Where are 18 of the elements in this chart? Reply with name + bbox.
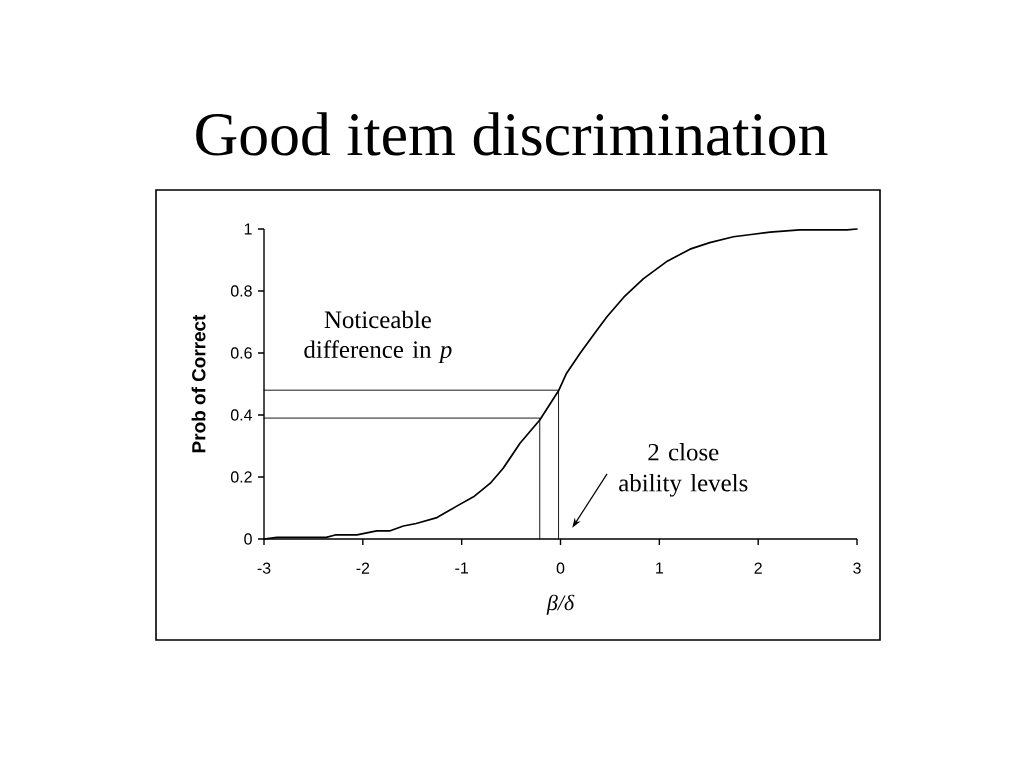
x-axis-title: β/δ — [546, 594, 575, 615]
y-tick-label: 0 — [244, 533, 252, 545]
y-axis-title: Prob of Correct — [191, 314, 206, 453]
x-tick-label: 0 — [556, 562, 565, 574]
x-tick-label: 3 — [853, 562, 861, 574]
y-tick-label: 0.2 — [230, 471, 252, 483]
x-tick-label: 2 — [754, 562, 762, 574]
x-tick-label: -3 — [257, 562, 271, 574]
x-tick-label: -1 — [455, 562, 468, 574]
x-tick-label: -2 — [356, 562, 370, 574]
y-tick-label: 0.6 — [230, 347, 252, 359]
annotation: Noticeable difference in p — [304, 310, 452, 364]
chart-title: Good item discrimination — [196, 112, 828, 156]
y-tick-label: 1 — [244, 223, 252, 235]
annotation: 2 close ability levels — [619, 443, 748, 497]
y-tick-label: 0.4 — [230, 409, 253, 421]
x-tick-label: 1 — [656, 562, 663, 574]
y-tick-label: 0.8 — [230, 285, 252, 297]
